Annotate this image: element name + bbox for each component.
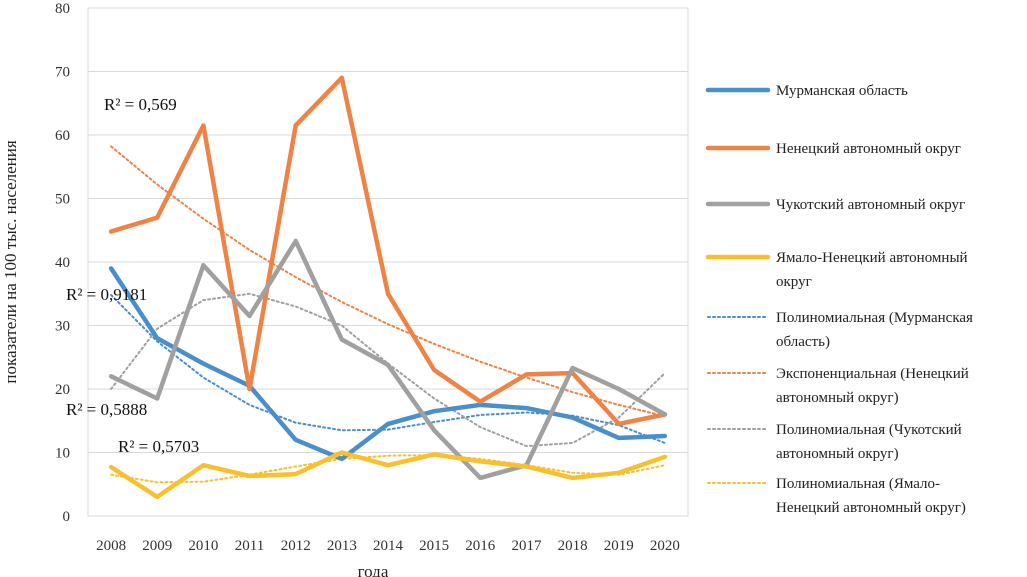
legend-label: Чукотский автономный округ bbox=[776, 197, 965, 213]
r2-annotations: R² = 0,569 R² = 0,9181 R² = 0,5888 R² = 0,5… bbox=[66, 95, 199, 456]
x-tick-label: 2020 bbox=[650, 538, 680, 554]
r2-label: R² = 0,9181 bbox=[66, 285, 147, 304]
x-tick-label: 2019 bbox=[604, 538, 634, 554]
legend-label: Полиномиальная (Ямало- bbox=[776, 476, 940, 492]
x-tick-label: 2010 bbox=[188, 538, 218, 554]
x-tick-label: 2018 bbox=[558, 538, 588, 554]
legend-label: Экспоненциальная (Ненецкий bbox=[776, 366, 969, 382]
legend-label: область) bbox=[776, 334, 830, 350]
legend-label: Мурманская область bbox=[776, 83, 908, 99]
x-tick-label: 2016 bbox=[465, 538, 496, 554]
legend: Мурманская область Ненецкий автономный ок… bbox=[705, 83, 973, 516]
x-tick-label: 2009 bbox=[142, 538, 172, 554]
series-layer bbox=[108, 75, 668, 500]
legend-label: округ bbox=[776, 274, 812, 290]
r2-label: R² = 0,5703 bbox=[118, 437, 199, 456]
legend-label: Ямало-Ненецкий автономный bbox=[776, 250, 968, 266]
series-line bbox=[108, 450, 668, 500]
x-tick-label: 2015 bbox=[419, 538, 449, 554]
x-tick-label: 2008 bbox=[96, 538, 126, 554]
legend-label: Полиномиальная (Мурманская bbox=[776, 310, 973, 326]
x-tick-label: 2017 bbox=[511, 538, 542, 554]
y-axis-ticks: 0 10 20 30 40 50 60 70 80 bbox=[55, 1, 70, 525]
x-axis-ticks: 2008 2009 2010 2011 2012 2013 2014 2015 2016 2017… bbox=[96, 538, 680, 554]
x-tick-label: 2011 bbox=[235, 538, 264, 554]
legend-label: Полиномиальная (Чукотский bbox=[776, 422, 962, 438]
y-axis-title: показатели на 100 тыс. населения bbox=[1, 140, 20, 383]
x-tick-label: 2012 bbox=[281, 538, 311, 554]
r2-label: R² = 0,5888 bbox=[66, 400, 147, 419]
legend-label: Ненецкий автономный округ) bbox=[776, 500, 966, 516]
trendline bbox=[110, 145, 666, 418]
y-tick-label: 30 bbox=[55, 319, 70, 335]
series-line bbox=[108, 266, 668, 462]
y-tick-label: 10 bbox=[55, 446, 70, 462]
r2-label: R² = 0,569 bbox=[104, 95, 177, 114]
series-line bbox=[108, 238, 668, 481]
x-axis-title: года bbox=[358, 562, 389, 577]
y-tick-label: 80 bbox=[55, 1, 70, 17]
x-tick-label: 2014 bbox=[373, 538, 404, 554]
legend-label: Ненецкий автономный округ bbox=[776, 141, 961, 157]
trendline bbox=[110, 454, 666, 484]
legend-label: автономный округ) bbox=[776, 390, 899, 406]
y-tick-label: 40 bbox=[55, 255, 70, 271]
x-tick-label: 2013 bbox=[327, 538, 357, 554]
y-tick-label: 0 bbox=[63, 509, 71, 525]
y-tick-label: 20 bbox=[55, 382, 70, 398]
y-tick-label: 70 bbox=[55, 65, 70, 81]
y-tick-label: 60 bbox=[55, 128, 70, 144]
legend-label: автономный округ) bbox=[776, 446, 899, 462]
y-tick-label: 50 bbox=[55, 192, 70, 208]
